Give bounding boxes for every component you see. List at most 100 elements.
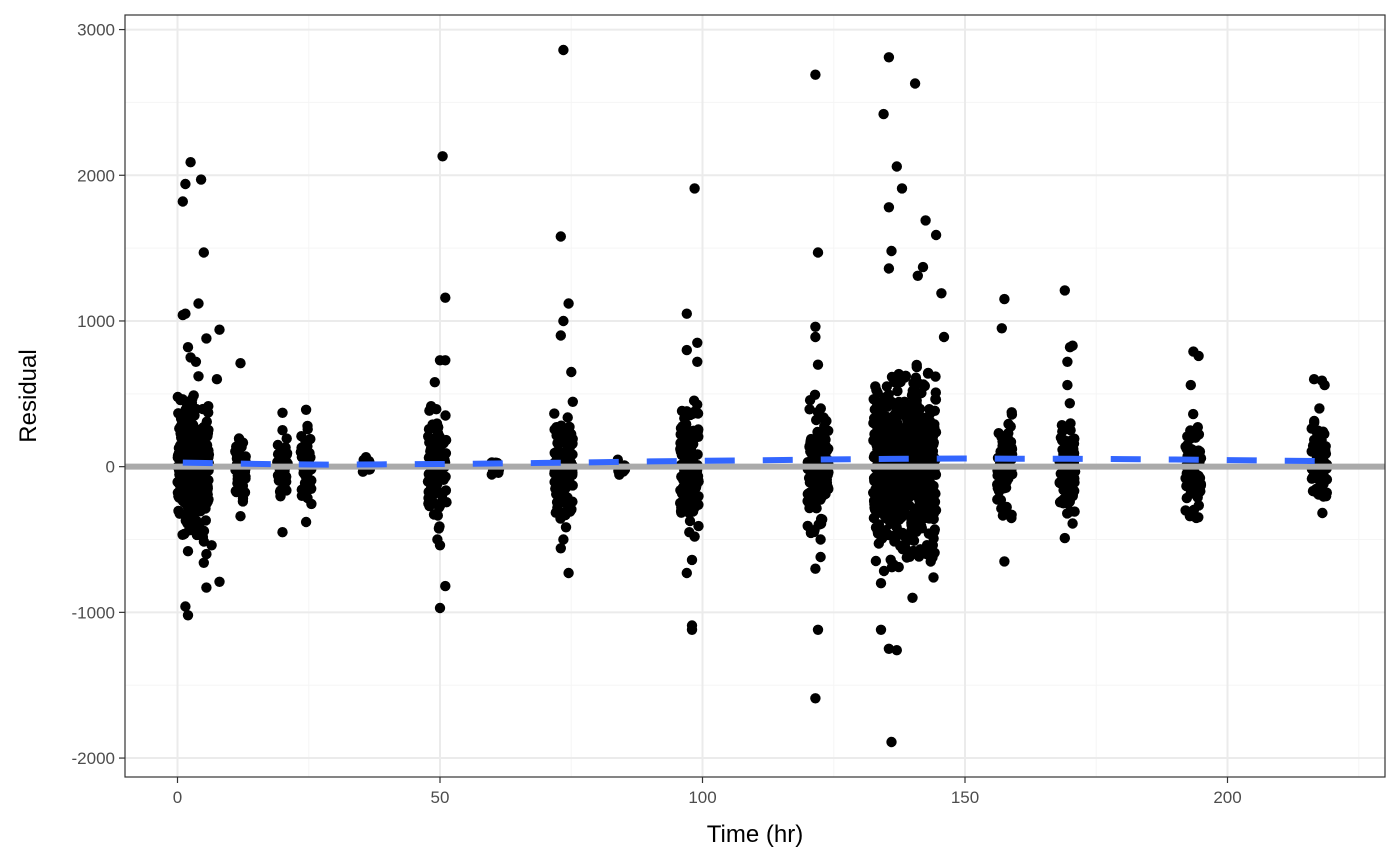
y-tick-label: -2000 [72,749,115,768]
data-point-outlier [883,52,895,63]
data-point-outlier [812,359,824,370]
data-point [885,554,896,565]
data-point-outlier [1067,340,1078,351]
data-point-outlier [177,196,188,207]
data-point [280,484,292,495]
data-point [426,491,438,502]
data-point [892,385,903,397]
data-point-outlier [277,425,288,436]
data-point [911,401,923,412]
data-point [567,467,578,479]
data-point [820,434,831,445]
data-point [919,380,930,392]
data-point [893,561,904,573]
data-point [868,394,879,405]
data-point-outlier [883,263,895,274]
data-point [806,448,817,459]
data-point-outlier [810,693,821,704]
data-point [1193,445,1204,456]
data-point-outlier [886,736,897,748]
data-point [684,515,696,527]
data-point [423,424,435,435]
data-point [1005,421,1016,432]
data-point-outlier [681,344,692,356]
data-point-outlier [555,330,566,341]
data-point [683,432,695,443]
data-point [561,506,572,517]
data-point [281,433,292,444]
data-point-outlier [1193,350,1204,362]
data-point [693,520,704,532]
data-point-outlier [201,333,212,344]
data-point [306,498,317,510]
data-point-outlier [182,610,194,621]
data-point [1184,443,1196,454]
data-point [1190,432,1201,443]
data-point [1180,505,1191,516]
data-point [1003,444,1014,455]
data-point-outlier [434,602,446,614]
data-point [426,473,437,485]
data-point [176,419,187,430]
data-point [557,475,569,486]
data-point-outlier [440,292,451,303]
data-point [552,437,563,449]
x-tick-label: 150 [951,788,979,807]
data-point [1193,500,1205,511]
data-point [901,552,912,563]
y-tick-label: 1000 [77,312,115,331]
data-point [278,443,289,455]
data-point-outlier [681,308,692,319]
data-point [692,426,703,438]
data-point [176,474,187,485]
data-point [809,439,820,450]
data-point [614,469,625,480]
data-point [198,536,210,547]
data-point-outlier [193,371,204,382]
data-point [198,486,210,497]
data-point [996,503,1007,514]
data-point [815,403,826,414]
data-point [186,503,197,514]
data-point-outlier [909,78,921,89]
data-point [1315,473,1326,484]
data-point-outlier [815,534,826,545]
data-point [1057,444,1068,455]
data-point-outlier [1308,374,1320,385]
data-point [191,515,202,526]
data-point [898,402,909,414]
data-point [692,471,704,482]
data-point [1317,507,1328,519]
data-point [873,538,884,549]
data-point-outlier [878,108,889,120]
data-point [902,467,913,478]
data-point [237,493,249,504]
data-point [237,479,248,491]
data-point-outlier [920,215,931,226]
data-point-outlier [686,624,698,635]
x-tick-label: 200 [1213,788,1241,807]
data-point-outlier [938,331,950,343]
data-points [172,44,1333,748]
data-point [556,483,567,495]
data-point-outlier [182,342,194,353]
data-point [302,424,313,435]
data-point [1055,432,1067,443]
data-point [870,555,882,567]
data-point-outlier [193,298,204,309]
data-point [231,486,242,498]
data-point [802,520,813,532]
data-point [802,496,814,507]
y-axis-title: Residual [15,349,42,442]
data-point [193,426,205,437]
y-axis: -2000 -1000 0 1000 2000 3000 [72,21,125,768]
data-point [892,474,903,485]
data-point [881,381,893,392]
data-point [915,483,926,494]
data-point [302,441,313,452]
data-point [1064,398,1076,409]
data-point [909,441,920,453]
data-point-outlier [558,44,569,56]
data-point [677,450,689,461]
